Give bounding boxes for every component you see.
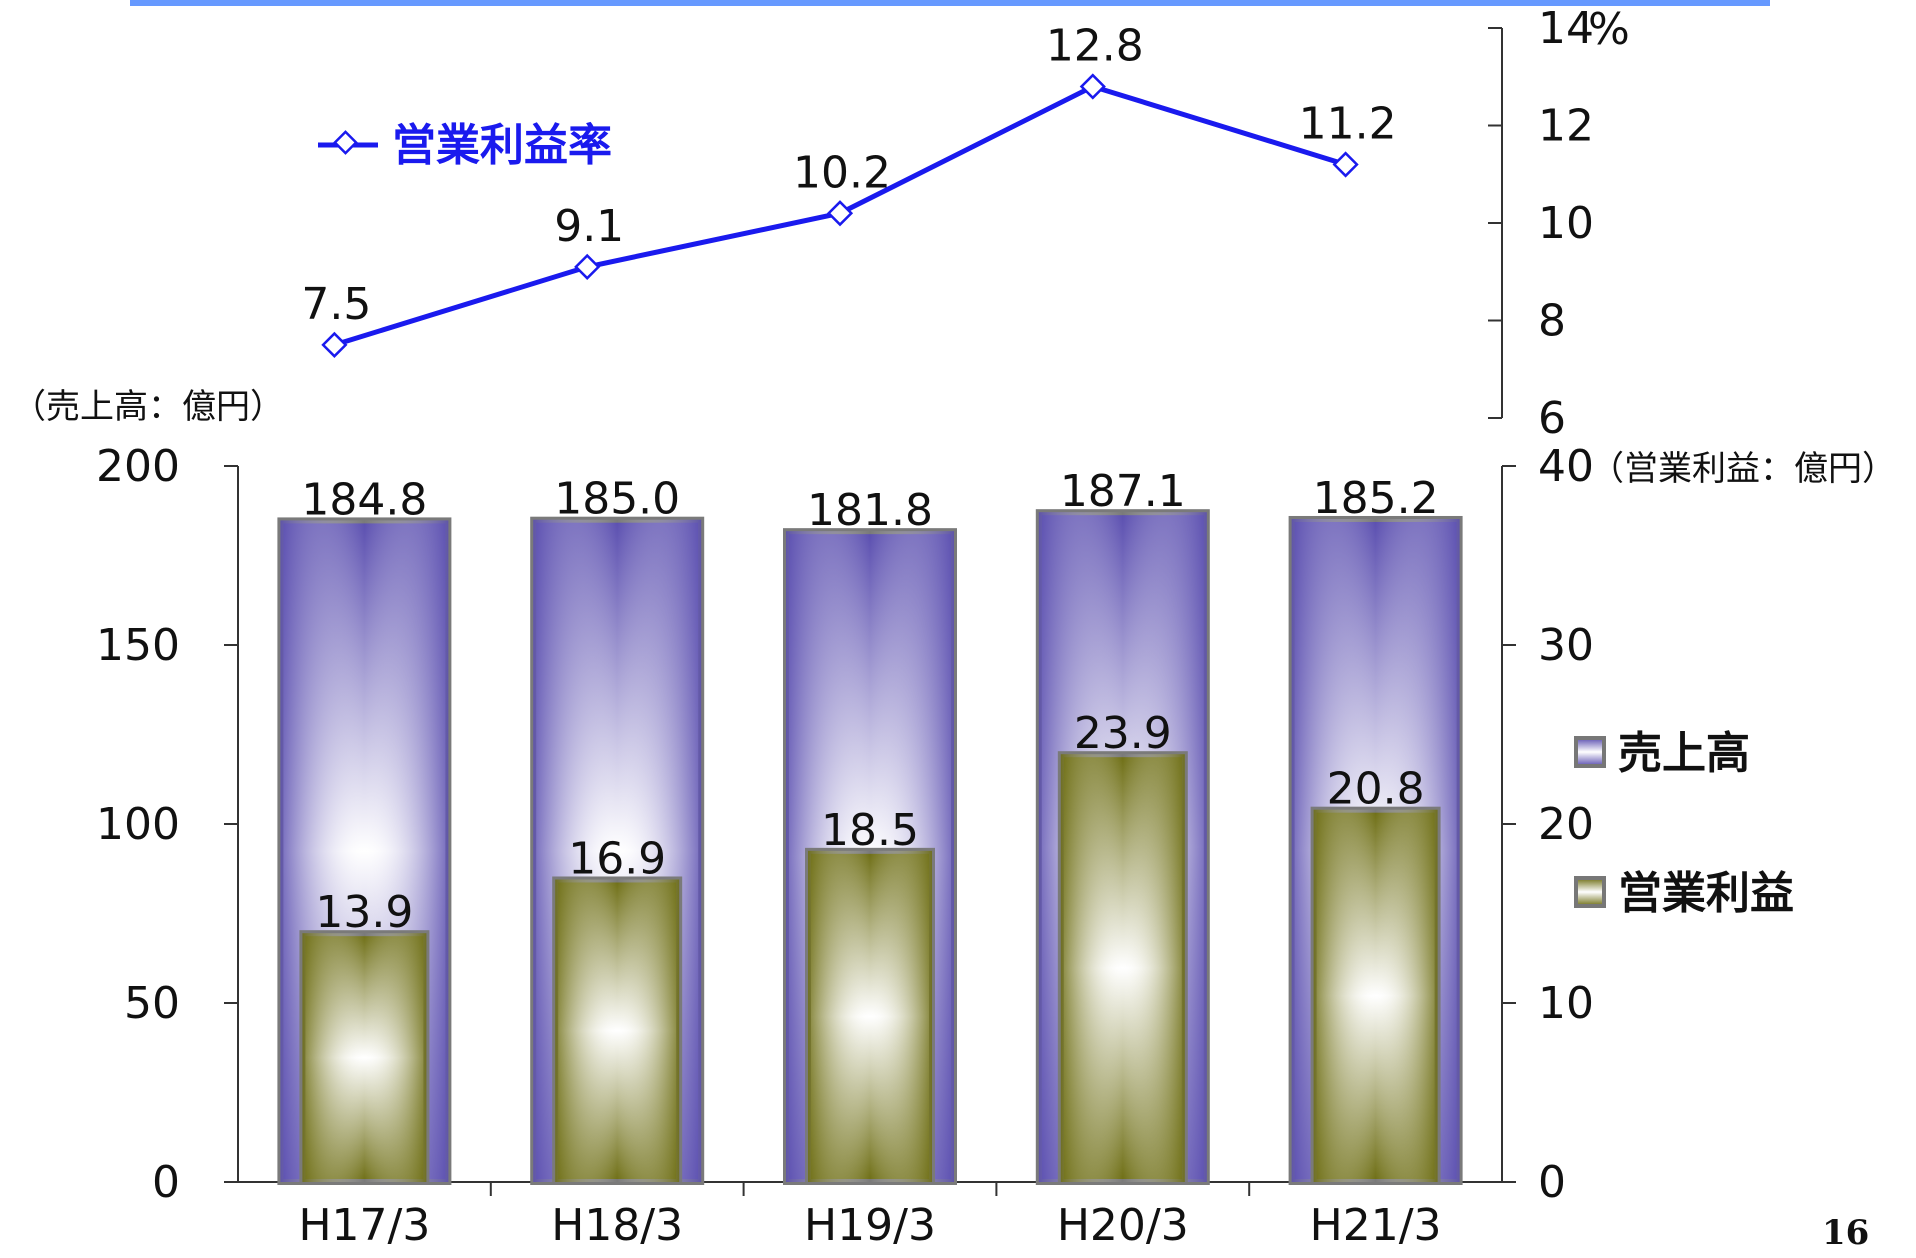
rate-point — [1332, 151, 1359, 178]
legend-bars: 売上高 営業利益 — [1574, 728, 1794, 919]
header-accent-bar — [130, 0, 1770, 6]
rate-data-label: 9.1 — [554, 201, 624, 252]
x-tick-label: H19/3 — [804, 1200, 936, 1251]
right-tick-label: 20 — [1538, 799, 1594, 850]
operating-profit-data-label: 16.9 — [568, 833, 666, 884]
axes: 0 50 100 150 200 0 10 20 30 406 8 10 12 14 H17/3 H18/3 H… — [96, 3, 1594, 1251]
operating-profit-data-label: 18.5 — [821, 805, 919, 856]
legend-line: 営業利益率 — [318, 120, 612, 171]
left-tick-label: 0 — [152, 1157, 180, 1208]
right-axis-title: （営業利益：億円） — [1590, 449, 1896, 489]
rate-point — [574, 253, 601, 280]
top-right-tick-label: 8 — [1538, 296, 1566, 347]
right-tick-label: 0 — [1538, 1157, 1566, 1208]
x-tick-label: H18/3 — [551, 1200, 683, 1251]
right-tick-label: 10 — [1538, 978, 1594, 1029]
bar-operating-profit — [1057, 751, 1188, 1185]
operating-profit-data-label: 20.8 — [1327, 764, 1425, 815]
top-right-tick-label: 10 — [1538, 198, 1594, 249]
legend-line-marker — [333, 130, 358, 155]
page-number: 16 — [1822, 1213, 1869, 1253]
rate-data-label: 12.8 — [1046, 21, 1144, 72]
top-right-axis-unit: % — [1588, 4, 1630, 55]
sales-data-label: 185.2 — [1313, 473, 1439, 524]
left-axis-title: （売上高：億円） — [12, 387, 284, 427]
left-tick-label: 50 — [124, 978, 180, 1029]
top-right-tick-label: 14 — [1538, 3, 1594, 54]
bars — [277, 509, 1463, 1185]
rate-data-label: 10.2 — [793, 147, 891, 198]
bar-operating-profit — [552, 876, 683, 1185]
bar-operating-profit — [1310, 806, 1441, 1185]
line-series — [321, 73, 1359, 358]
operating-profit-data-label: 23.9 — [1074, 708, 1172, 759]
operating-profit-data-label: 13.9 — [315, 887, 413, 938]
top-right-tick-label: 12 — [1538, 101, 1594, 152]
legend-op-swatch — [1574, 876, 1606, 908]
bar-operating-profit — [299, 930, 430, 1185]
left-tick-label: 150 — [96, 620, 180, 671]
sales-data-label: 184.8 — [301, 474, 427, 525]
rate-point — [826, 200, 854, 227]
left-tick-label: 100 — [96, 799, 180, 850]
x-tick-label: H21/3 — [1310, 1200, 1442, 1251]
legend-line-label: 営業利益率 — [392, 120, 612, 171]
left-tick-label: 200 — [96, 441, 180, 492]
legend-op-label: 営業利益 — [1618, 868, 1794, 919]
rate-point — [1079, 73, 1106, 100]
right-tick-label: 40 — [1538, 441, 1594, 492]
top-right-tick-label: 6 — [1538, 393, 1566, 444]
legend-sales-swatch — [1574, 736, 1606, 768]
rate-data-label: 7.5 — [301, 279, 371, 330]
right-tick-label: 30 — [1538, 620, 1594, 671]
sales-data-label: 181.8 — [807, 485, 933, 536]
bar-operating-profit — [805, 847, 935, 1185]
rate-data-label: 11.2 — [1299, 99, 1397, 150]
data-labels: 184.8 13.9 185.0 16.9 181.8 18.5 187.1 23.9 185.… — [301, 21, 1438, 939]
legend-sales-label: 売上高 — [1618, 728, 1750, 779]
sales-data-label: 187.1 — [1060, 466, 1186, 517]
rate-point — [321, 331, 348, 358]
x-tick-label: H20/3 — [1057, 1200, 1189, 1251]
x-tick-label: H17/3 — [298, 1200, 430, 1251]
sales-data-label: 185.0 — [554, 474, 680, 525]
